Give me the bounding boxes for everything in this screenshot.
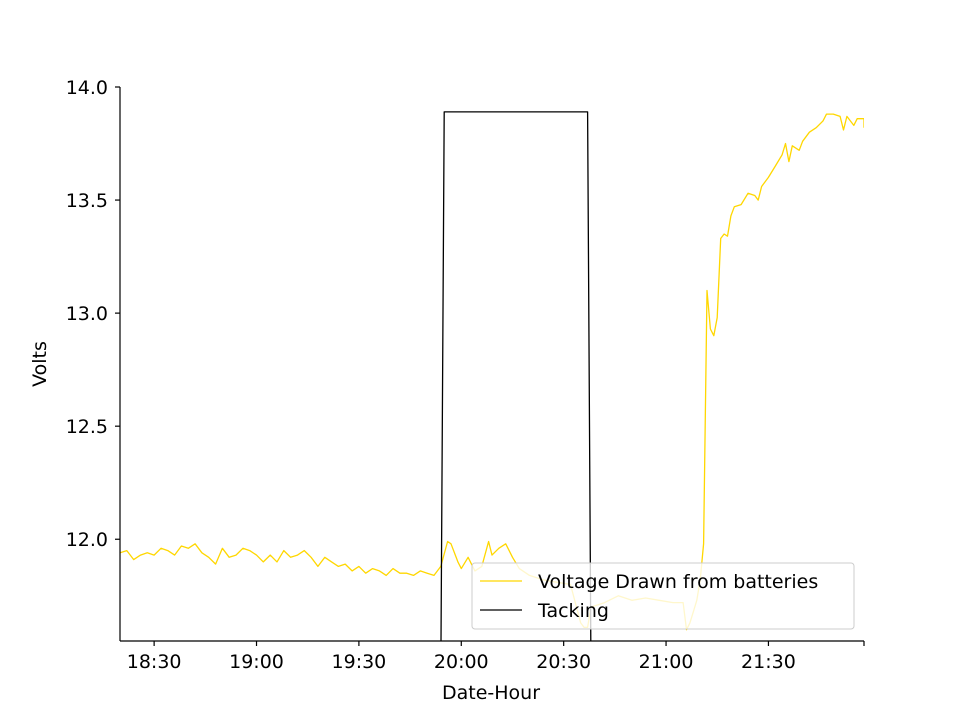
y-tick-label: 13.5 xyxy=(66,190,108,212)
series-line-voltage-drawn-from-batteries xyxy=(120,113,864,631)
legend-box xyxy=(471,562,855,630)
x-tick-label: 21:00 xyxy=(639,651,694,673)
x-tick-label: 18:30 xyxy=(127,651,182,673)
x-axis-title: Date-Hour xyxy=(442,682,540,704)
x-tick-label: 20:00 xyxy=(434,651,489,673)
series-line-tacking xyxy=(440,111,592,641)
y-tick-label: 14.0 xyxy=(66,77,108,99)
y-tick-label: 12.0 xyxy=(66,529,108,551)
legend: Voltage Drawn from batteries Tacking xyxy=(471,562,855,630)
legend-label-0: Voltage Drawn from batteries xyxy=(538,571,818,593)
x-tick-label: 19:30 xyxy=(332,651,387,673)
x-tick-label: 20:30 xyxy=(536,651,591,673)
x-tick-label: 19:00 xyxy=(229,651,284,673)
axes: 12.0 12.5 13.0 13.5 14.0 18:30 19:00 19:30 20:00… xyxy=(66,77,865,673)
series-group xyxy=(120,111,864,641)
y-tick-label: 13.0 xyxy=(66,303,108,325)
x-tick-label: 21:30 xyxy=(741,651,796,673)
legend-label-1: Tacking xyxy=(537,600,609,622)
y-tick-label: 12.5 xyxy=(66,416,108,438)
y-axis-title: Volts xyxy=(29,341,51,387)
